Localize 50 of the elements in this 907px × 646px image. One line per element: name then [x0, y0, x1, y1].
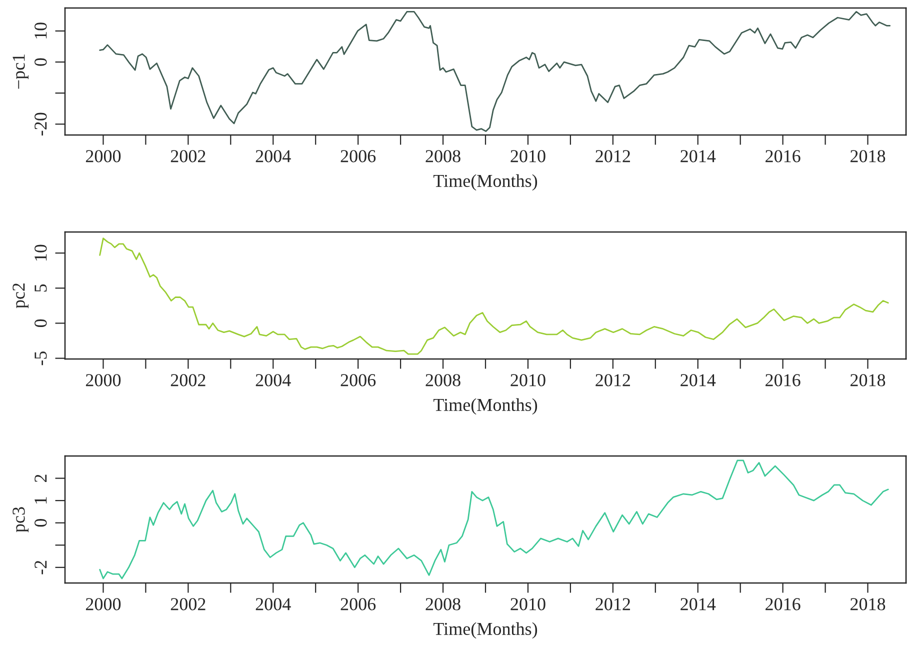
x-tick-label: 2004	[256, 374, 291, 386]
x-tick-label: 2016	[766, 374, 800, 386]
x-tick-label: 2008	[426, 150, 460, 162]
y-axis-title: −pc1	[12, 54, 28, 89]
x-tick-label: 2018	[850, 598, 886, 610]
x-tick-label: 2002	[170, 150, 206, 162]
y-tick-label: -5	[34, 351, 47, 366]
x-tick-label: 2010	[510, 150, 546, 162]
line-series	[99, 238, 889, 355]
x-tick-label: 2006	[340, 150, 376, 162]
y-tick-label: 10	[34, 244, 47, 260]
y-axis-title: pc3	[12, 507, 28, 532]
x-tick-label: 2016	[766, 150, 800, 162]
x-tick-label: 2008	[426, 598, 460, 610]
x-tick-label: 2002	[170, 598, 206, 610]
y-axis-title: pc2	[12, 283, 28, 308]
y-tick-label: -20	[34, 112, 47, 136]
x-tick-label: 2008	[426, 374, 460, 386]
y-tick-label: 0	[34, 519, 47, 527]
x-tick-label: 2004	[256, 598, 291, 610]
x-tick-label: 2012	[596, 150, 630, 162]
y-tick-label: -2	[34, 560, 47, 574]
y-tick-label: 2	[34, 474, 47, 482]
x-axis-title: Time(Months)	[433, 398, 538, 415]
y-tick-label: 0	[34, 319, 47, 328]
x-tick-label: 2018	[850, 150, 886, 162]
x-tick-label: 2014	[680, 374, 716, 386]
x-tick-label: 2018	[850, 374, 886, 386]
x-tick-label: 2010	[510, 598, 546, 610]
x-tick-label: 2012	[596, 598, 630, 610]
x-tick-label: 2006	[340, 374, 376, 386]
y-tick-label: 1	[34, 497, 47, 504]
x-axis-title: Time(Months)	[433, 622, 538, 639]
line-series	[99, 11, 891, 132]
x-tick-label: 2004	[256, 150, 291, 162]
x-tick-label: 2000	[86, 598, 121, 610]
x-axis-title: Time(Months)	[433, 174, 538, 191]
x-tick-label: 2000	[86, 374, 121, 386]
x-tick-label: 2006	[340, 598, 376, 610]
x-tick-label: 2016	[766, 598, 800, 610]
x-tick-label: 2010	[510, 374, 546, 386]
y-tick-label: 0	[34, 58, 47, 66]
y-tick-label: 5	[34, 284, 47, 292]
y-tick-label: 10	[34, 22, 47, 38]
x-tick-label: 2012	[596, 374, 630, 386]
line-series	[99, 460, 889, 580]
x-tick-label: 2000	[86, 150, 121, 162]
x-tick-label: 2002	[170, 374, 206, 386]
x-tick-label: 2014	[680, 598, 716, 610]
x-tick-label: 2014	[680, 150, 716, 162]
